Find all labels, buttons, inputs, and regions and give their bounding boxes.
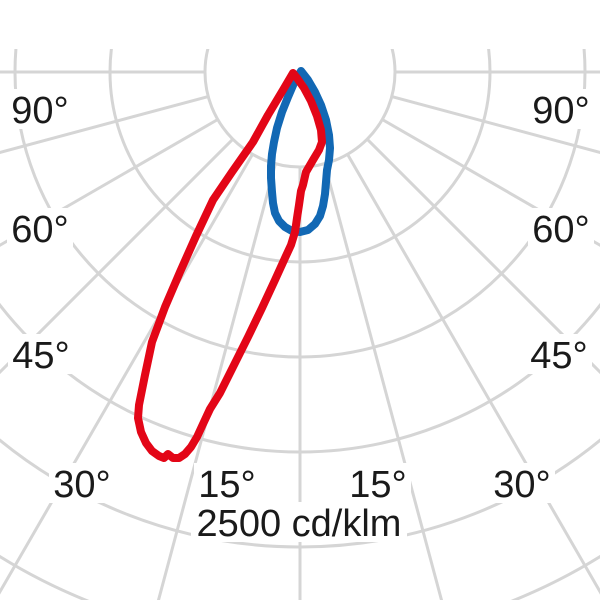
- grid-radial-60deg: [381, 118, 600, 247]
- grid-radial-15deg: [323, 163, 444, 600]
- angle-label-right-45-bg: [526, 334, 592, 374]
- red-intensity-curve: [134, 69, 326, 462]
- angle-label-right-90: 90°: [532, 90, 589, 132]
- angle-label-left-15-bg: [194, 463, 260, 503]
- grid-radial-75deg: [391, 95, 600, 154]
- angle-label-right-15-bg: [345, 463, 411, 503]
- grid-radial--60deg: [0, 118, 219, 247]
- angle-label-right-60: 60°: [532, 209, 589, 251]
- angle-label-left-45-bg: [8, 334, 74, 374]
- grid-radial-30deg: [346, 153, 600, 595]
- grid-radial--75deg: [0, 95, 209, 154]
- blue-intensity-curve: [267, 67, 334, 236]
- angle-label-right-30-bg: [489, 463, 555, 503]
- angle-label-right-60-bg: [528, 208, 594, 248]
- angle-label-left-90-bg: [7, 89, 73, 129]
- angle-label-left-90: 90°: [11, 90, 68, 132]
- angle-label-right-15: 15°: [349, 464, 406, 506]
- grid-radial--30deg: [0, 153, 254, 595]
- angle-label-left-30: 30°: [53, 464, 110, 506]
- angle-label-left-60-bg: [7, 208, 73, 248]
- grid-radial--45deg: [0, 138, 234, 375]
- grid-radial-45deg: [366, 138, 600, 375]
- angle-label-left-45: 45°: [12, 335, 69, 377]
- angle-labels: 90° 60° 45° 30° 15° 90° 60° 45° 30° 15°2500 cd/kl…: [7, 89, 594, 545]
- angle-label-left-30-bg: [49, 463, 115, 503]
- angle-label-right-90-bg: [528, 89, 594, 129]
- angle-label-right-30: 30°: [493, 464, 550, 506]
- angle-label-left-15: 15°: [198, 464, 255, 506]
- angle-label-left-60: 60°: [11, 209, 68, 251]
- scale-label-bg: [191, 502, 407, 542]
- angle-label-right-45: 45°: [530, 335, 587, 377]
- intensity-curves: [134, 67, 334, 462]
- scale-label: 2500 cd/klm: [197, 503, 402, 545]
